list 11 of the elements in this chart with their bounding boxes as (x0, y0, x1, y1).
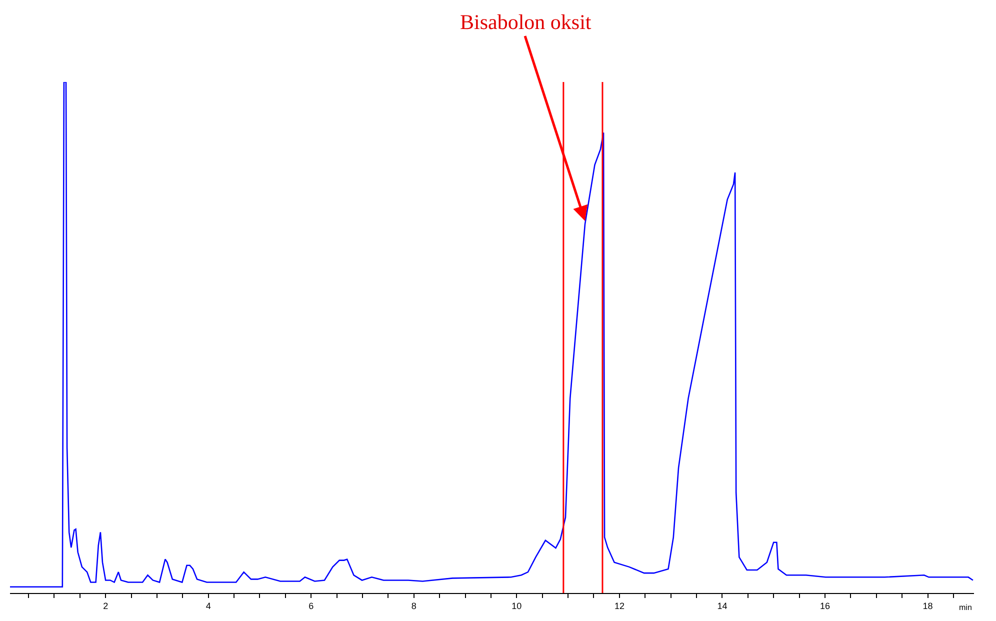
x-tick-label: 4 (206, 600, 211, 611)
x-tick-label: 18 (922, 600, 933, 611)
x-axis-title: min (959, 603, 972, 612)
x-tick-label: 10 (512, 600, 522, 611)
annotation: Bisabolon oksit (460, 10, 592, 34)
x-tick-label: 2 (103, 600, 108, 611)
x-tick-label: 16 (820, 600, 830, 611)
x-tick-label: 14 (717, 600, 728, 611)
x-tick-label: 8 (411, 600, 416, 611)
x-tick-label: 12 (614, 600, 624, 611)
x-tick-label: 6 (308, 600, 314, 611)
